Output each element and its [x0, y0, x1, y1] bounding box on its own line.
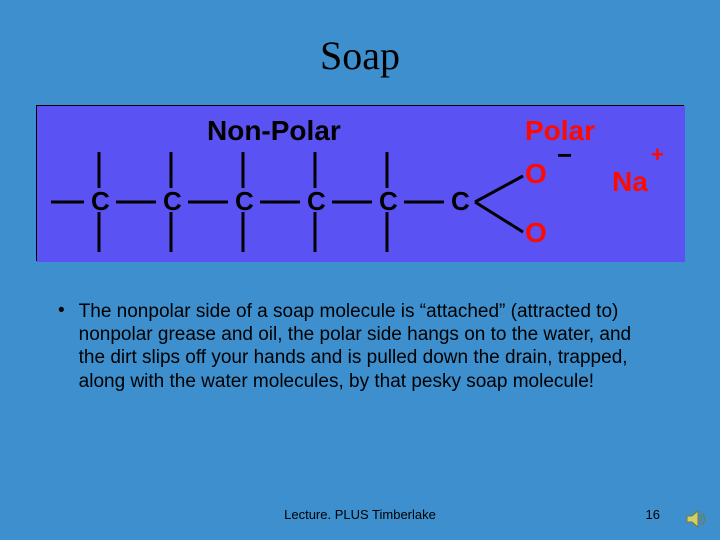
svg-text:−: − [557, 140, 572, 170]
svg-text:C: C [163, 186, 182, 216]
svg-text:O: O [525, 158, 547, 189]
svg-text:C: C [379, 186, 398, 216]
svg-text:C: C [235, 186, 254, 216]
footer-text: Lecture. PLUS Timberlake [0, 507, 720, 522]
svg-text:O: O [525, 217, 547, 248]
svg-text:C: C [307, 186, 326, 216]
svg-text:C: C [451, 186, 470, 216]
svg-text:Na: Na [612, 166, 648, 197]
page-title: Soap [0, 32, 720, 79]
slide: Soap CCCCCCNon-PolarPolarOONa−+ • The no… [0, 0, 720, 540]
svg-text:Non-Polar: Non-Polar [207, 115, 341, 146]
bullet-item: • The nonpolar side of a soap molecule i… [58, 300, 658, 393]
speaker-icon [686, 510, 708, 528]
soap-molecule-diagram: CCCCCCNon-PolarPolarOONa−+ [36, 105, 684, 261]
page-number: 16 [646, 507, 660, 522]
molecule-svg: CCCCCCNon-PolarPolarOONa−+ [37, 106, 685, 262]
svg-text:+: + [651, 142, 664, 167]
svg-text:C: C [91, 186, 110, 216]
bullet-text: The nonpolar side of a soap molecule is … [79, 300, 658, 393]
bullet-marker: • [58, 300, 65, 393]
